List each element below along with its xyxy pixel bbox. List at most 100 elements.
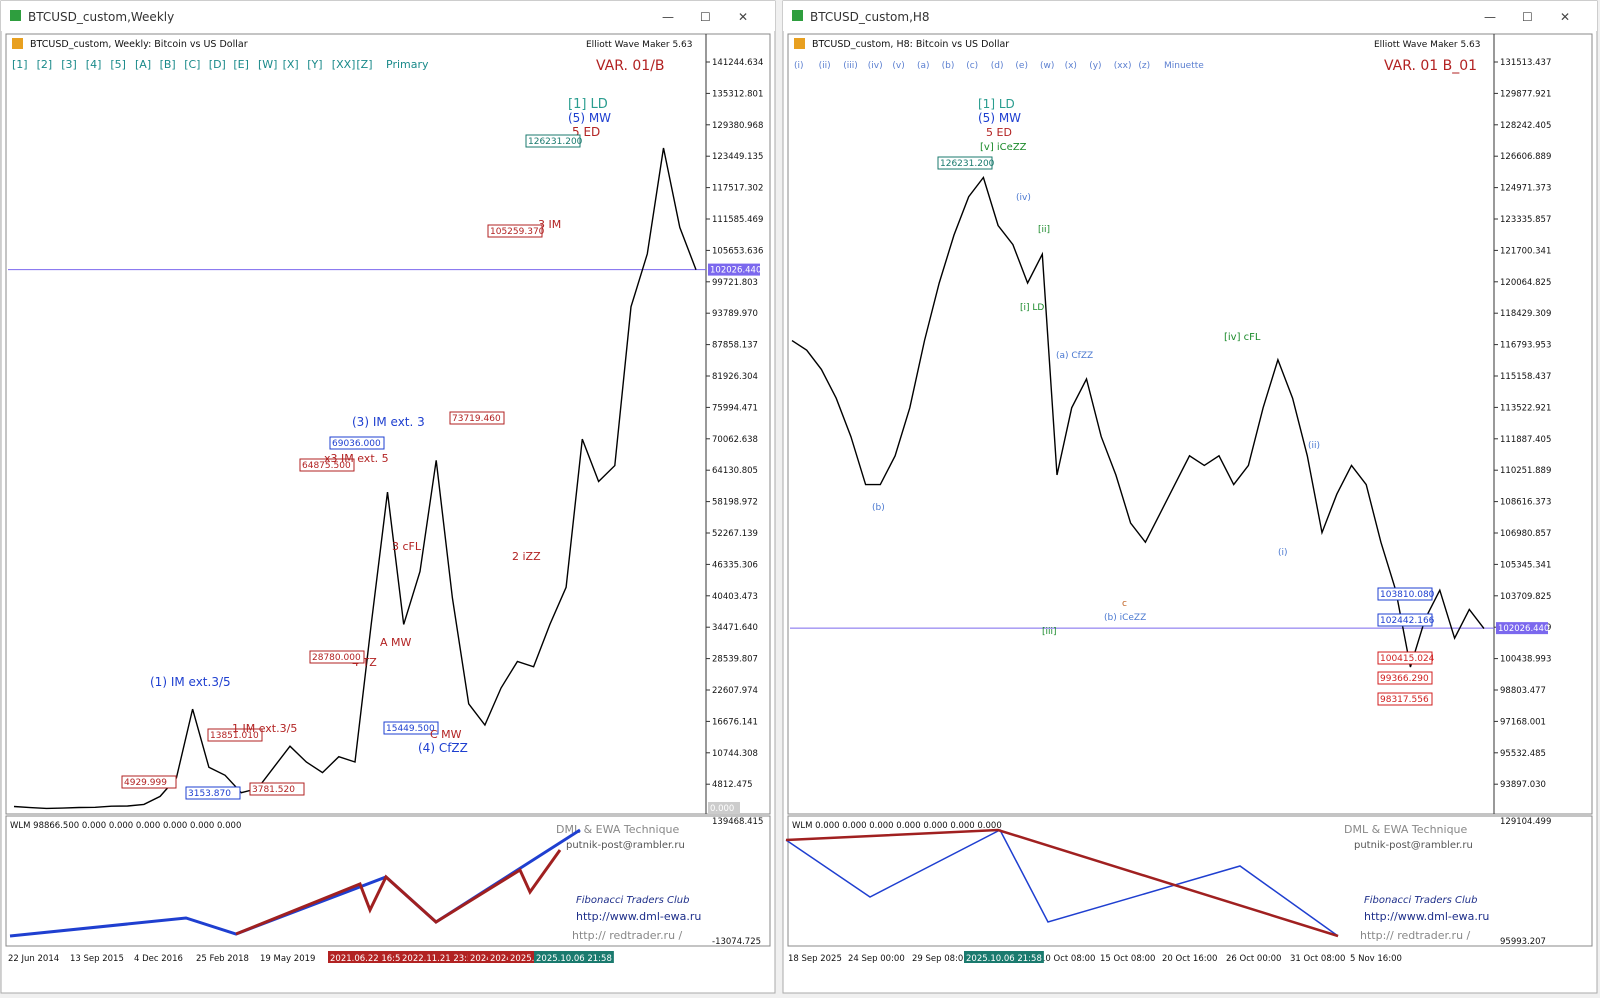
price-label: 46335.306 (712, 560, 758, 570)
window-button[interactable]: ☐ (1522, 10, 1533, 24)
time-label: 29 Sep 08:00 (912, 954, 969, 964)
price-label: 108616.373 (1500, 498, 1551, 508)
price-label: 34471.640 (712, 623, 758, 633)
wave-label: (iv) (1016, 193, 1031, 203)
wave-label: 5 ED (986, 126, 1012, 139)
window-button[interactable]: ✕ (738, 10, 748, 24)
wave-label: 126231.200 (528, 137, 583, 147)
credit-text: Fibonacci Traders Club (1364, 895, 1477, 906)
time-highlight-bg (508, 951, 537, 963)
price-label: 141244.634 (712, 58, 763, 68)
chart-area (5, 33, 771, 815)
wave-button[interactable]: [X] (283, 58, 299, 71)
wave-label: 100415.024 (1380, 654, 1435, 664)
price-tag (249, 782, 305, 796)
title-bar (783, 1, 1597, 31)
wave-button[interactable]: (w) (1040, 61, 1054, 71)
wave-label: (3) IM ext. 3 (352, 415, 425, 429)
wave-button[interactable]: (e) (1015, 61, 1028, 71)
price-label: 103709.825 (1500, 592, 1551, 602)
price-label: 28539.807 (712, 655, 758, 665)
wave-button[interactable]: [5] (110, 58, 126, 71)
time-label: 10 Oct 08:00 (1040, 954, 1095, 964)
wave-label: 28780.000 (312, 653, 361, 663)
wave-button[interactable]: (iv) (868, 61, 883, 71)
time-label: 19 May 2019 (260, 954, 315, 964)
credit-text: http://www.dml-ewa.ru (1364, 910, 1489, 923)
zero-label: 0.000 (710, 804, 734, 814)
wave-button[interactable]: [Z] (356, 58, 372, 71)
credit-text: Fibonacci Traders Club (576, 895, 689, 906)
wave-label: 15449.500 (386, 724, 435, 734)
wave-button[interactable]: [A] (135, 58, 151, 71)
window-button[interactable]: — (1484, 10, 1496, 24)
wave-button[interactable]: [1] (12, 58, 28, 71)
variant-label: VAR. 01/B (596, 58, 665, 74)
price-label: 52267.139 (712, 529, 758, 539)
wave-button[interactable]: (a) (917, 61, 930, 71)
wave-label: 99366.290 (1380, 674, 1429, 684)
app-icon (792, 10, 803, 21)
wave-label: 98317.556 (1380, 695, 1429, 705)
wave-label: (ii) (1308, 441, 1320, 451)
wave-label: 13851.010 (210, 731, 259, 741)
wave-button[interactable]: (c) (966, 61, 978, 71)
wave-button[interactable]: [D] (209, 58, 226, 71)
credit-text: putnik-post@rambler.ru (1354, 840, 1473, 851)
price-label: 135312.801 (712, 89, 763, 99)
window-button[interactable]: — (662, 10, 674, 24)
wave-button[interactable]: (i) (794, 61, 804, 71)
app-icon (10, 10, 21, 21)
wave-button[interactable]: [4] (86, 58, 102, 71)
time-label: 25 Feb 2018 (196, 954, 249, 964)
credit-text: DML & EWA Technique (1344, 823, 1468, 836)
price-label: 123335.857 (1500, 215, 1551, 225)
wave-button[interactable]: (ii) (819, 61, 831, 71)
price-tag (1377, 671, 1433, 685)
wave-button[interactable]: (b) (942, 61, 955, 71)
wave-button[interactable]: [C] (184, 58, 200, 71)
wave-label: 105259.370 (490, 227, 545, 237)
current-price-box (708, 263, 760, 276)
time-label: 18 Sep 2025 (788, 954, 842, 964)
wave-label: 3781.520 (252, 785, 295, 795)
time-label: 13 Sep 2015 (70, 954, 124, 964)
time-label: 22 Jun 2014 (8, 954, 59, 964)
wave-button[interactable]: (z) (1138, 61, 1150, 71)
time-highlight: 2021.06.22 16:55 (330, 954, 406, 964)
wave-label: [1] LD (568, 97, 608, 112)
wave-button[interactable]: [B] (160, 58, 176, 71)
price-label: 121700.341 (1500, 246, 1551, 256)
wave-button[interactable]: (v) (892, 61, 904, 71)
price-label: 128242.405 (1500, 121, 1551, 131)
wave-label: 103810.080 (1380, 590, 1435, 600)
wave-button[interactable]: [XX] (332, 58, 356, 71)
wave-button[interactable]: (y) (1089, 61, 1101, 71)
price-label: 22607.974 (712, 686, 758, 696)
price-label: 118429.309 (1500, 309, 1551, 319)
wave-button[interactable]: [2] (37, 58, 53, 71)
wave-button[interactable]: [3] (61, 58, 77, 71)
wave-button[interactable]: [E] (233, 58, 249, 71)
window-title: BTCUSD_custom,Weekly (28, 10, 174, 24)
wave-label: [iii] (1042, 627, 1057, 637)
window-button[interactable]: ☐ (700, 10, 711, 24)
price-label: 116793.953 (1500, 341, 1551, 351)
wave-label: (i) (1278, 548, 1288, 558)
wave-button[interactable]: (x) (1065, 61, 1077, 71)
time-label: 4 Dec 2016 (134, 954, 183, 964)
price-label: 111887.405 (1500, 435, 1551, 445)
price-label: 64130.805 (712, 466, 758, 476)
wave-button[interactable]: (d) (991, 61, 1004, 71)
wave-button[interactable]: [W] (258, 58, 277, 71)
current-price: 102026.440 (710, 266, 761, 276)
price-tag (449, 411, 505, 425)
wave-button[interactable]: (xx) (1114, 61, 1132, 71)
wave-button[interactable]: (iii) (843, 61, 858, 71)
wave-button[interactable]: [Y] (307, 58, 322, 71)
window-button[interactable]: ✕ (1560, 10, 1570, 24)
indicator-axis: 129104.499 (1500, 817, 1551, 827)
title-bar (1, 1, 775, 31)
price-line (791, 175, 1485, 668)
